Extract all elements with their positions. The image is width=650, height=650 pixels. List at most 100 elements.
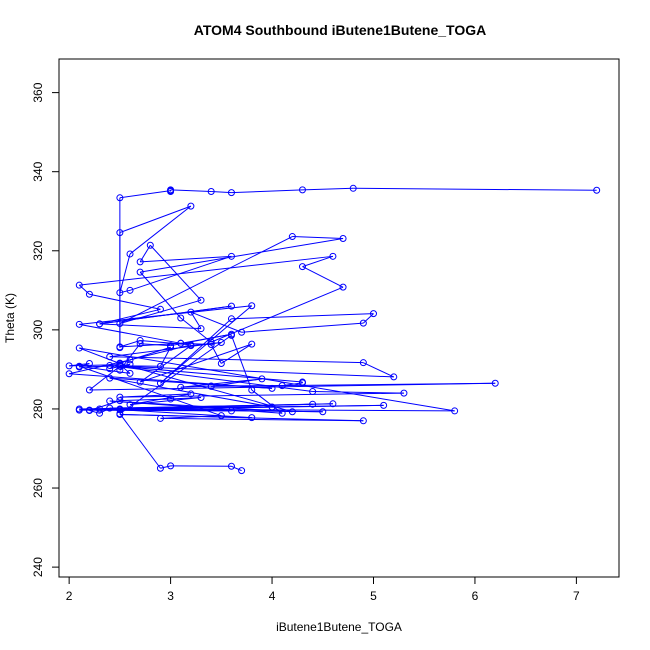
data-point: [65, 370, 73, 378]
data-point: [75, 320, 83, 328]
data-point: [309, 388, 317, 396]
data-point: [369, 310, 377, 318]
series-line-segment: [79, 323, 181, 344]
series-line-segment: [160, 415, 222, 419]
data-point: [75, 281, 83, 289]
data-point: [116, 366, 124, 374]
data-point: [238, 467, 246, 475]
series-line-segment: [119, 409, 232, 412]
series-line-segment: [119, 205, 192, 234]
series-line-segment: [119, 365, 394, 378]
series-line-segment: [69, 359, 131, 375]
series-line-segment: [119, 334, 232, 415]
y-axis: 240 260 280 300 320 340 360: [31, 82, 59, 577]
data-point: [126, 286, 134, 294]
series-line-segment: [109, 364, 303, 383]
series-line-segment: [149, 244, 202, 301]
x-axis: 2 3 4 5 6 7: [66, 577, 580, 603]
data-point: [278, 382, 286, 390]
series-line-segment: [89, 293, 161, 310]
data-point: [156, 305, 164, 313]
data-point: [349, 184, 357, 192]
data-point: [116, 410, 124, 418]
data-point: [359, 319, 367, 327]
series-line-segment: [140, 340, 191, 346]
data-point: [106, 361, 114, 369]
data-point: [75, 406, 83, 414]
data-point: [177, 383, 185, 391]
series-line-segment: [79, 255, 333, 286]
data-point: [268, 384, 276, 392]
data-point: [126, 369, 134, 377]
series-line-segment: [180, 385, 212, 388]
x-tick-label: 5: [370, 589, 377, 603]
data-point: [85, 386, 93, 394]
data-point: [288, 233, 296, 241]
data-point: [319, 408, 327, 416]
series-line-segment: [221, 343, 253, 364]
data-point: [106, 365, 114, 373]
series-line-segment: [140, 238, 344, 273]
y-tick-label: 240: [31, 557, 45, 577]
data-point: [248, 340, 256, 348]
series-line-segment: [119, 409, 252, 419]
series-line-segment: [241, 322, 364, 333]
series-line-segment: [302, 187, 354, 191]
series-line-segment: [79, 305, 252, 325]
data-point: [227, 407, 235, 415]
data-point: [126, 250, 134, 258]
series-line-segment: [119, 413, 161, 469]
data-point: [197, 393, 205, 401]
data-point: [116, 397, 124, 405]
data-point: [288, 408, 296, 416]
data-point: [491, 379, 499, 387]
data-point: [248, 414, 256, 422]
series-line-segment: [99, 323, 202, 330]
series-lines: [69, 187, 597, 472]
x-tick-label: 2: [66, 589, 73, 603]
data-point: [359, 359, 367, 367]
data-point: [96, 409, 104, 417]
series-points: [65, 184, 601, 475]
data-point: [156, 464, 164, 472]
data-point: [116, 343, 124, 351]
y-tick-label: 360: [31, 82, 45, 102]
series-line-segment: [119, 398, 171, 402]
data-point: [85, 359, 93, 367]
data-point: [217, 359, 225, 367]
data-point: [400, 389, 408, 397]
data-point: [106, 397, 114, 405]
data-point: [116, 289, 124, 297]
series-line-segment: [180, 333, 232, 344]
data-point: [167, 395, 175, 403]
data-point: [96, 405, 104, 413]
series-line-segment: [210, 344, 222, 364]
data-point: [126, 356, 134, 364]
data-point: [390, 373, 398, 381]
series-line-segment: [119, 289, 131, 294]
data-point: [136, 378, 144, 386]
data-point: [451, 407, 459, 415]
data-point: [298, 263, 306, 271]
data-point: [136, 340, 144, 348]
series-line-segment: [129, 205, 192, 255]
y-axis-label: Theta (K): [3, 293, 17, 343]
data-point: [136, 258, 144, 266]
data-point: [238, 328, 246, 336]
data-point: [227, 252, 235, 260]
data-point: [75, 363, 83, 371]
series-line-segment: [170, 189, 212, 192]
series-line-segment: [119, 190, 171, 199]
data-point: [298, 186, 306, 194]
data-point: [339, 283, 347, 291]
x-axis-label: iButene1Butene_TOGA: [276, 620, 402, 634]
plot-frame: [58, 58, 620, 578]
y-tick-label: 340: [31, 161, 45, 181]
data-point: [126, 360, 134, 368]
series-line-segment: [109, 356, 364, 364]
data-point: [298, 378, 306, 386]
data-point: [329, 252, 337, 260]
data-point: [380, 401, 388, 409]
series-line-segment: [139, 271, 182, 319]
data-point: [329, 400, 337, 408]
